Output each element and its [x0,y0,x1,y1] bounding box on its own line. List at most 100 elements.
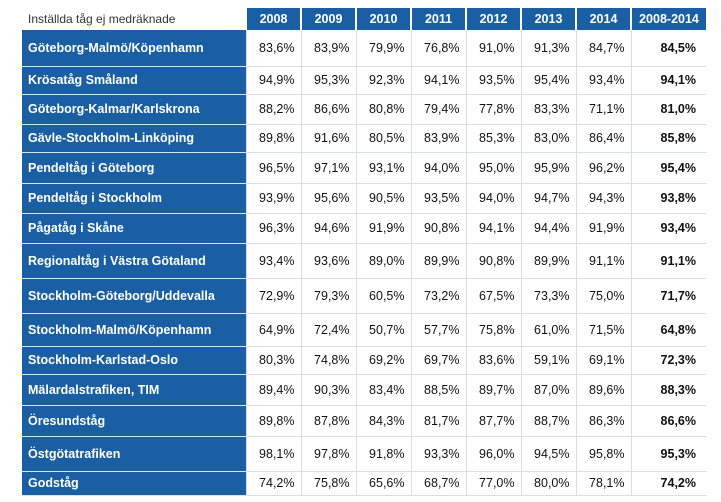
table-row: Pendeltåg i Göteborg 96,5% 97,1% 93,1% 94,0%… [22,152,706,184]
route-name: Stockholm-Karlstad-Oslo [22,346,246,375]
period-total-cell: 86,6% [630,405,706,437]
year-value-cell: 83,3% [520,94,576,125]
year-value-cell: 57,7% [410,313,466,347]
year-value-cell: 94,5% [520,436,576,472]
route-name: Öresundståg [22,405,246,437]
year-value-cell: 89,9% [520,243,576,279]
year-header: 2012 [465,8,521,30]
year-value-cell: 90,3% [300,374,356,406]
year-value-cell: 97,1% [300,152,356,184]
year-value-cell: 74,2% [245,471,301,496]
table-row: Mälardalstrafiken, TIM 89,4% 90,3% 83,4% 88,… [22,374,706,406]
year-value-cell: 89,6% [575,374,631,406]
year-header: 2009 [300,8,356,30]
year-value-cell: 89,9% [410,243,466,279]
year-value-cell: 91,8% [355,436,411,472]
route-name: Göteborg-Malmö/Köpenhamn [22,30,246,67]
year-value-cell: 94,7% [520,183,576,214]
year-value-cell: 86,3% [575,405,631,437]
year-value-cell: 71,5% [575,313,631,347]
year-value-cell: 94,1% [410,66,466,95]
period-total-cell: 94,1% [630,66,706,95]
year-value-cell: 90,8% [410,213,466,244]
year-value-cell: 87,7% [465,405,521,437]
table-header: Inställda tåg ej medräknade 2008 2009 20… [22,8,706,30]
year-value-cell: 84,3% [355,405,411,437]
table-row: Öresundståg 89,8% 87,8% 84,3% 81,7% 87,7% 88,7… [22,405,706,437]
period-total-cell: 81,0% [630,94,706,125]
year-value-cell: 86,4% [575,124,631,153]
year-value-cell: 94,9% [245,66,301,95]
year-value-cell: 96,5% [245,152,301,184]
year-value-cell: 75,8% [465,313,521,347]
year-value-cell: 69,7% [410,346,466,375]
punctuality-table: Inställda tåg ej medräknade 2008 2009 20… [22,8,706,496]
table-row: Stockholm-Göteborg/Uddevalla 72,9% 79,3% 60… [22,278,706,314]
year-value-cell: 93,4% [575,66,631,95]
year-value-cell: 95,4% [520,66,576,95]
table-row: Pendeltåg i Stockholm 93,9% 95,6% 90,5% 93,5… [22,183,706,214]
year-value-cell: 95,8% [575,436,631,472]
year-value-cell: 91,6% [300,124,356,153]
year-value-cell: 79,4% [410,94,466,125]
year-value-cell: 69,1% [575,346,631,375]
year-value-cell: 93,1% [355,152,411,184]
year-value-cell: 83,6% [465,346,521,375]
year-value-cell: 72,9% [245,278,301,314]
year-header: 2008 [245,8,301,30]
route-name: Regionaltåg i Västra Götaland [22,243,246,279]
year-value-cell: 87,8% [300,405,356,437]
year-value-cell: 91,9% [355,213,411,244]
period-total-cell: 64,8% [630,313,706,347]
period-total-cell: 71,7% [630,278,706,314]
period-total-cell: 93,8% [630,183,706,214]
year-value-cell: 93,6% [300,243,356,279]
year-value-cell: 93,9% [245,183,301,214]
year-value-cell: 85,3% [465,124,521,153]
year-value-cell: 74,8% [300,346,356,375]
year-value-cell: 95,3% [300,66,356,95]
table-body: Göteborg-Malmö/Köpenhamn 83,6% 83,9% 79,9% 7… [22,30,706,496]
period-total-header: 2008-2014 [630,8,706,30]
year-value-cell: 96,3% [245,213,301,244]
year-value-cell: 86,6% [300,94,356,125]
year-value-cell: 61,0% [520,313,576,347]
year-value-cell: 91,0% [465,30,521,67]
year-value-cell: 90,5% [355,183,411,214]
year-value-cell: 83,4% [355,374,411,406]
year-value-cell: 79,3% [300,278,356,314]
table-row: Pågatåg i Skåne 96,3% 94,6% 91,9% 90,8% 94,1%… [22,213,706,244]
year-value-cell: 50,7% [355,313,411,347]
period-total-cell: 72,3% [630,346,706,375]
year-value-cell: 91,3% [520,30,576,67]
route-name: Mälardalstrafiken, TIM [22,374,246,406]
year-value-cell: 89,8% [245,124,301,153]
year-value-cell: 73,3% [520,278,576,314]
year-value-cell: 71,1% [575,94,631,125]
year-header: 2011 [410,8,466,30]
year-value-cell: 94,0% [410,152,466,184]
year-value-cell: 68,7% [410,471,466,496]
table-row: Regionaltåg i Västra Götaland 93,4% 93,6% 8… [22,243,706,279]
period-total-cell: 95,4% [630,152,706,184]
table-row: Stockholm-Karlstad-Oslo 80,3% 74,8% 69,2% 69… [22,346,706,375]
year-value-cell: 73,2% [410,278,466,314]
period-total-cell: 74,2% [630,471,706,496]
year-value-cell: 93,5% [465,66,521,95]
route-name: Pendeltåg i Stockholm [22,183,246,214]
table-row: Göteborg-Kalmar/Karlskrona 88,2% 86,6% 80,8… [22,94,706,125]
year-value-cell: 88,2% [245,94,301,125]
year-value-cell: 80,5% [355,124,411,153]
period-total-cell: 95,3% [630,436,706,472]
route-name: Krösatåg Småland [22,66,246,95]
year-value-cell: 89,7% [465,374,521,406]
year-value-cell: 91,1% [575,243,631,279]
year-value-cell: 89,0% [355,243,411,279]
route-name: Stockholm-Malmö/Köpenhamn [22,313,246,347]
year-value-cell: 64,9% [245,313,301,347]
year-value-cell: 72,4% [300,313,356,347]
year-value-cell: 88,5% [410,374,466,406]
year-value-cell: 89,8% [245,405,301,437]
table-row: Stockholm-Malmö/Köpenhamn 64,9% 72,4% 50,7%… [22,313,706,347]
route-name: Gävle-Stockholm-Linköping [22,124,246,153]
